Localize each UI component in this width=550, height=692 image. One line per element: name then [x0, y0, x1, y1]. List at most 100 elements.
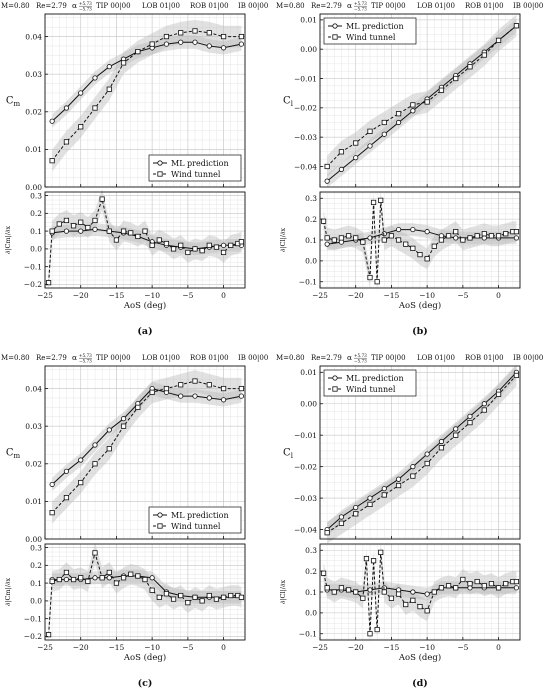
data-point-square: [453, 432, 459, 438]
data-point-circle: [49, 118, 55, 124]
y-tick-label: −0.1: [24, 614, 42, 623]
x-tick-label: −25: [37, 643, 53, 652]
data-point-circle: [367, 143, 373, 149]
y-axis-label-subscript: m: [14, 100, 21, 108]
data-point-square: [513, 578, 520, 585]
y-tick-label: 0.0: [305, 257, 317, 266]
x-tick-label: −20: [73, 291, 89, 300]
data-point-square: [367, 501, 373, 508]
legend: ML prediction Wind tunnel: [148, 506, 242, 534]
y-tick-label: 0.1: [30, 579, 42, 588]
data-point-square: [395, 591, 402, 597]
axes-frame: [319, 13, 521, 188]
data-point-square: [92, 550, 98, 556]
x-tick-label: −15: [109, 291, 125, 300]
y-tick-label: −0.2: [24, 632, 42, 641]
data-point-square: [495, 37, 502, 43]
data-point-square: [503, 231, 509, 237]
data-point-square: [513, 229, 520, 235]
data-point-square: [206, 382, 212, 388]
data-point-square: [474, 233, 480, 239]
x-tick-label: −10: [419, 291, 435, 300]
data-point-square: [495, 233, 502, 239]
x-tick-label: −25: [312, 291, 328, 300]
data-point-square: [45, 632, 52, 638]
y-tick-label: 0.00: [300, 45, 317, 54]
data-point-square: [403, 601, 409, 608]
legend-label: ML prediction: [171, 159, 229, 168]
data-point-square: [63, 217, 70, 224]
x-tick-label: −20: [73, 643, 89, 652]
y-tick-label: 0.00: [25, 183, 42, 192]
data-point-square: [213, 596, 220, 602]
data-point-square: [431, 589, 437, 595]
axes-frame: [44, 13, 246, 188]
legend-marker-circle: [157, 512, 163, 518]
x-tick-label: 0: [221, 643, 226, 652]
data-point-square: [324, 585, 330, 591]
data-point-circle: [206, 43, 212, 49]
data-point-square: [345, 587, 352, 593]
data-point-square: [381, 589, 387, 595]
y-tick-label: −0.02: [294, 462, 317, 471]
data-point-square: [424, 460, 430, 467]
data-point-square: [503, 581, 509, 587]
header-alpha-upper: +5.73: [354, 353, 367, 358]
data-point-circle: [92, 75, 98, 81]
data-point-square: [220, 594, 227, 600]
data-point-square: [445, 233, 452, 239]
data-point-square: [78, 124, 84, 130]
y-tick-label: 0.00: [25, 535, 42, 544]
data-point-square: [424, 99, 430, 105]
data-point-square: [149, 242, 155, 248]
data-point-square: [63, 139, 70, 145]
data-point-square: [199, 248, 205, 254]
y-axis-label: ∂|Cl|/∂x: [279, 580, 287, 604]
data-point-square: [238, 239, 245, 245]
uncertainty-band: [327, 223, 517, 251]
data-point-circle: [324, 178, 330, 184]
data-point-square: [513, 23, 520, 29]
chart-panel-a: M=0.80 Re=2.79 α +5.73−5.73 TIP 00|00 LOB 01|…: [1, 1, 268, 337]
header-rob: ROB 01|00: [190, 354, 229, 362]
header-alpha-upper: +5.73: [354, 1, 367, 6]
data-point-circle: [381, 131, 387, 137]
uncertainty-band: [52, 35, 242, 128]
data-point-square: [149, 389, 155, 395]
data-point-square: [438, 237, 445, 243]
data-point-square: [228, 592, 234, 599]
legend-label: Wind tunnel: [171, 522, 221, 531]
data-point-square: [70, 223, 77, 229]
data-point-square: [206, 592, 212, 599]
data-point-square: [374, 279, 380, 285]
legend: ML prediction Wind tunnel: [148, 154, 242, 182]
data-point-square: [99, 575, 105, 581]
header-reynolds: Re=2.79: [36, 2, 67, 10]
data-point-square: [92, 217, 98, 224]
data-point-square: [192, 594, 198, 600]
data-point-square: [345, 233, 352, 239]
data-point-square: [120, 423, 127, 429]
data-point-circle: [424, 451, 430, 457]
panel-caption: (c): [138, 678, 153, 689]
data-point-square: [178, 30, 184, 36]
data-point-square: [106, 228, 112, 234]
legend-frame: [323, 369, 417, 397]
data-point-square: [199, 598, 205, 604]
data-point-square: [395, 482, 402, 489]
data-point-circle: [467, 413, 473, 419]
data-point-circle: [92, 226, 98, 232]
data-point-square: [178, 592, 184, 599]
data-point-square: [324, 235, 330, 241]
data-point-circle: [120, 416, 127, 422]
data-point-square: [513, 372, 520, 379]
data-point-square: [370, 199, 377, 206]
header-mach: M=0.80: [276, 2, 305, 10]
data-point-square: [78, 219, 84, 225]
header-alpha-upper: +5.73: [79, 353, 92, 358]
data-point-square: [453, 229, 459, 235]
legend-label: ML prediction: [171, 511, 229, 520]
data-point-square: [85, 224, 91, 231]
data-point-square: [163, 385, 170, 392]
data-point-square: [142, 228, 148, 234]
